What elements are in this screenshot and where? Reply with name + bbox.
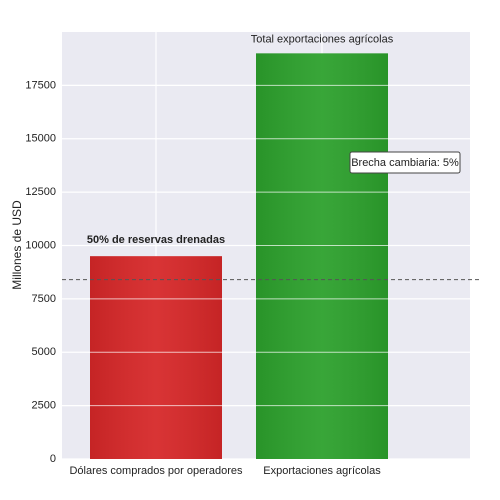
annotation: 50% de reservas drenadas — [87, 234, 225, 246]
y-tick-label: 17500 — [25, 79, 56, 91]
bar-shade — [256, 53, 388, 459]
x-tick-label: Exportaciones agrícolas — [263, 465, 381, 477]
y-tick-label: 15000 — [25, 133, 56, 145]
y-axis-label: Millones de USD — [10, 200, 24, 290]
y-tick-label: 0 — [50, 453, 56, 465]
x-tick-label: Dólares comprados por operadores — [69, 465, 243, 477]
y-tick-label: 5000 — [32, 346, 56, 358]
annotation-box — [349, 151, 461, 174]
annotation: Total exportaciones agrícolas — [251, 33, 394, 45]
y-tick-label: 10000 — [25, 239, 56, 251]
y-tick-label: 7500 — [32, 293, 56, 305]
annotation: Brecha cambiaria: 5% — [351, 157, 459, 169]
bar-shade — [90, 256, 222, 459]
y-tick-label: 2500 — [32, 400, 56, 412]
y-tick-label: 12500 — [25, 186, 56, 198]
